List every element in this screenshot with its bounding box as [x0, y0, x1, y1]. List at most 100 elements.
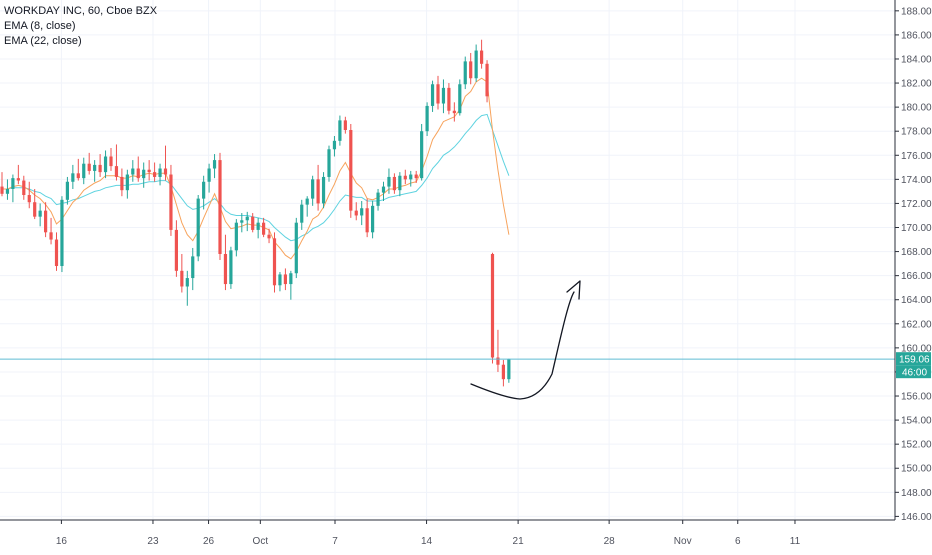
candle-body: [436, 84, 440, 104]
candle: [212, 154, 217, 179]
candle: [338, 115, 342, 146]
candle-body: [147, 169, 151, 173]
candle: [409, 170, 413, 187]
legend: WORKDAY INC, 60, Cboe BZX EMA (8, close)…: [4, 4, 157, 49]
price-axis[interactable]: 146.00148.00150.00152.00154.00156.00158.…: [895, 6, 932, 523]
candle-body: [49, 232, 53, 240]
price-tick-label: 186.00: [901, 30, 932, 41]
candle: [38, 203, 42, 227]
candle: [22, 175, 26, 200]
candle-body: [60, 199, 64, 267]
candle-body: [267, 234, 271, 239]
candle: [392, 173, 396, 194]
candle: [174, 220, 178, 277]
candle-body: [376, 192, 380, 206]
price-axis-background[interactable]: [895, 0, 932, 520]
candle-body: [82, 163, 86, 179]
time-axis[interactable]: 16 23 26 Oct 7 14 21 28 Nov 6 11: [56, 520, 801, 547]
candle: [420, 123, 424, 181]
price-tick-label: 152.00: [901, 440, 932, 451]
candle: [398, 172, 402, 197]
candle: [332, 136, 337, 157]
candle: [109, 148, 113, 171]
candle: [474, 44, 478, 82]
candle-body: [218, 160, 222, 254]
candle-body: [262, 222, 266, 235]
candle: [16, 164, 20, 185]
candle: [381, 181, 386, 202]
price-tick-label: 180.00: [901, 103, 932, 114]
candle-body: [349, 130, 353, 211]
candle: [305, 196, 309, 217]
candle: [202, 175, 206, 210]
candle: [131, 160, 135, 182]
candle-body: [76, 173, 80, 179]
symbol-title[interactable]: WORKDAY INC, 60, Cboe BZX: [4, 5, 158, 17]
candle-body: [420, 131, 424, 179]
candle-body: [87, 163, 91, 171]
candle: [147, 160, 151, 181]
candle: [234, 219, 238, 257]
candle: [300, 199, 304, 230]
candle: [60, 196, 64, 273]
ema22-line: [2, 113, 510, 242]
candle-body: [403, 175, 407, 180]
candle-body: [387, 176, 391, 187]
time-tick-label: 6: [735, 536, 741, 547]
candle-body: [27, 195, 31, 203]
candle-body: [305, 198, 309, 205]
candle: [436, 75, 440, 110]
ema8-legend-entry[interactable]: EMA (8, close): [4, 20, 76, 32]
time-axis-background[interactable]: [0, 520, 932, 550]
candle: [240, 213, 244, 233]
candle: [76, 158, 80, 181]
candle-body: [16, 178, 20, 181]
price-tick-label: 160.00: [901, 343, 932, 354]
candle-body: [65, 181, 69, 200]
candle-body: [392, 176, 396, 191]
candle: [289, 270, 293, 300]
candle: [354, 202, 358, 221]
candle-body: [185, 278, 189, 287]
price-tick-label: 166.00: [901, 271, 932, 282]
candle: [507, 358, 511, 383]
candle-body: [409, 174, 413, 180]
candle: [365, 198, 369, 238]
candle-body: [414, 174, 418, 179]
candle-body: [469, 61, 473, 79]
candle: [425, 102, 429, 137]
candle: [87, 152, 91, 175]
price-tick-label: 188.00: [901, 6, 932, 17]
candle: [98, 154, 102, 177]
candle: [463, 56, 467, 90]
price-tick-label: 156.00: [901, 392, 932, 403]
candle: [153, 162, 157, 182]
candle-body: [33, 202, 37, 217]
candle: [71, 164, 75, 189]
time-tick-label: Nov: [674, 536, 692, 547]
candle: [387, 168, 391, 194]
candle-body: [430, 84, 435, 106]
candle-body: [191, 256, 195, 279]
candle: [251, 213, 255, 233]
candle-body: [256, 222, 260, 230]
ema22-legend-entry[interactable]: EMA (22, close): [4, 35, 82, 47]
candle: [311, 175, 315, 206]
candle-body: [251, 216, 255, 230]
candle: [414, 170, 418, 183]
candle: [403, 169, 407, 185]
candle-body: [131, 168, 135, 175]
candle-body: [180, 270, 184, 287]
candle-body: [98, 164, 102, 173]
candle-body: [11, 178, 15, 189]
candle: [229, 246, 233, 289]
candle-body: [381, 186, 386, 193]
price-tick-label: 162.00: [901, 319, 932, 330]
price-tick-label: 168.00: [901, 247, 932, 258]
time-tick-label: 7: [332, 536, 338, 547]
hand-drawn-arrow-drawing[interactable]: [470, 280, 581, 400]
candle: [376, 188, 380, 211]
time-tick-label: Oct: [253, 536, 269, 547]
